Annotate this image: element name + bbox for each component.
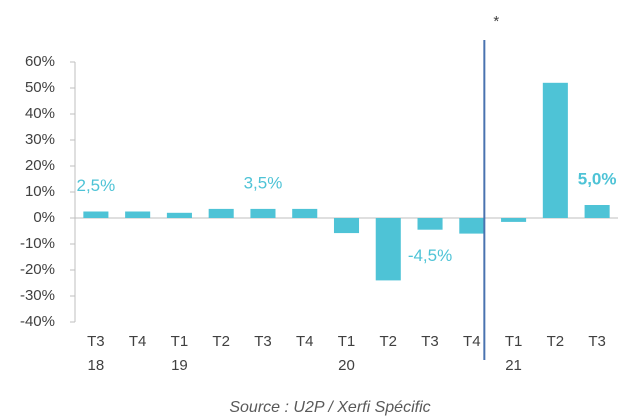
value-label: 5,0%: [578, 169, 617, 188]
x-tick-label: T1 20: [338, 333, 356, 374]
x-tick-label: T1 21: [505, 333, 523, 374]
y-tick-label: 60%: [25, 53, 55, 70]
x-tick-part: T2: [547, 333, 565, 350]
y-tick-label: 10%: [25, 183, 55, 200]
x-tick-part: T2: [380, 333, 398, 350]
x-tick-label: T2: [380, 333, 398, 350]
x-tick-label: T4: [296, 333, 314, 350]
value-label: 2,5%: [77, 176, 116, 195]
x-tick-part: T4: [463, 333, 481, 350]
x-tick-part: T4: [129, 333, 147, 350]
x-tick-part: T1: [338, 333, 356, 350]
x-tick-label: T4: [129, 333, 147, 350]
x-tick-part: T1: [505, 333, 523, 350]
x-tick-part: 21: [505, 357, 522, 374]
x-tick-part: T1: [171, 333, 189, 350]
bar: [166, 212, 192, 218]
x-tick-part: 18: [88, 357, 105, 374]
x-tick-label: T3: [254, 333, 272, 350]
y-tick-label: -30%: [20, 287, 55, 304]
x-tick-label: T2: [547, 333, 565, 350]
bar: [542, 82, 568, 218]
bar: [375, 218, 401, 281]
value-label: -4,5%: [408, 246, 452, 265]
x-tick-label: T2: [212, 333, 230, 350]
bar: [250, 208, 276, 218]
y-tick-label: 50%: [25, 79, 55, 96]
x-tick-part: T4: [296, 333, 314, 350]
x-tick-label: T3: [588, 333, 606, 350]
source: Source : U2P / Xerfi Spécific: [229, 399, 430, 416]
y-tick-label: -40%: [20, 313, 55, 330]
y-tick-label: 30%: [25, 131, 55, 148]
x-tick-label: T1 19: [171, 333, 189, 374]
x-tick-label: T3: [421, 333, 439, 350]
x-tick-part: T3: [87, 333, 105, 350]
x-tick-part: T3: [421, 333, 439, 350]
bar: [208, 208, 234, 218]
value-label: 3,5%: [244, 173, 283, 192]
bar: [584, 205, 610, 218]
y-tick-label: -10%: [20, 235, 55, 252]
bar: [292, 208, 318, 218]
x-tick-part: T2: [212, 333, 230, 350]
x-tick-part: T3: [588, 333, 606, 350]
x-tick-part: 19: [171, 357, 188, 374]
bar: [501, 218, 527, 222]
bar: [125, 211, 151, 218]
annotation: *: [493, 13, 499, 30]
bar: [459, 218, 485, 234]
bar: [333, 218, 360, 234]
bar: [83, 211, 109, 218]
x-tick-label: T3 18: [87, 333, 105, 374]
y-tick-label: -20%: [20, 261, 55, 278]
x-tick-label: T4: [463, 333, 481, 350]
y-tick-label: 20%: [25, 157, 55, 174]
y-tick-label: 40%: [25, 105, 55, 122]
y-tick-label: 0%: [33, 209, 55, 226]
x-tick-part: 20: [338, 357, 355, 374]
bar: [417, 218, 443, 230]
x-tick-part: T3: [254, 333, 272, 350]
